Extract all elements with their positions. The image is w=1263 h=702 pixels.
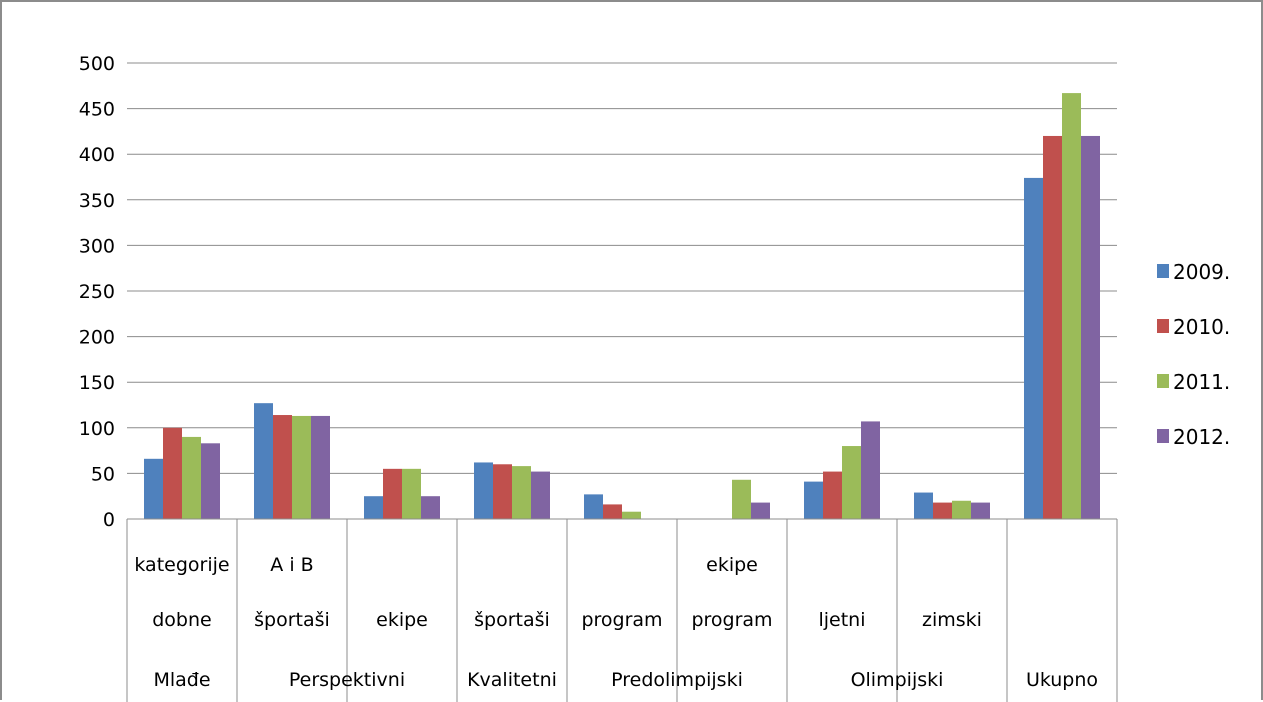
bar-2011-1 [292, 415, 311, 519]
bar-2012-0 [201, 443, 220, 519]
legend-swatch-0 [1157, 264, 1169, 278]
y-tick-label-50: 50 [91, 463, 115, 485]
bar-2012-2 [421, 496, 440, 519]
bar-2012-7 [971, 502, 990, 519]
bar-2011-2 [402, 468, 421, 519]
y-tick-label-100: 100 [79, 418, 115, 440]
bar-2009-1 [254, 403, 273, 519]
y-tick-label-400: 400 [79, 144, 115, 166]
bar-2009-2 [364, 496, 383, 519]
bar-2011-4 [622, 511, 641, 519]
bar-2009-4 [584, 494, 603, 519]
y-tick-label-350: 350 [79, 190, 115, 212]
bar-2010-4 [603, 504, 622, 519]
group-label-5: Ukupno [1026, 669, 1098, 691]
bar-2010-6 [823, 471, 842, 519]
bar-2011-6 [842, 446, 861, 519]
category-label-4: program [581, 609, 662, 631]
category-label-7: zimski [922, 609, 982, 631]
bar-2011-7 [952, 500, 971, 519]
category-label-2: ekipe [376, 609, 428, 631]
y-tick-label-150: 150 [79, 372, 115, 394]
category-label-5: program [691, 609, 772, 631]
bar-2009-0 [144, 458, 163, 519]
bar-2011-0 [182, 436, 201, 519]
bar-2010-1 [273, 415, 292, 519]
bar-2010-8 [1043, 135, 1062, 519]
legend-swatch-3 [1157, 429, 1169, 443]
y-tick-label-200: 200 [79, 327, 115, 349]
bar-2012-8 [1081, 135, 1100, 519]
bar-2011-3 [512, 466, 531, 519]
group-label-4: Olimpijski [851, 669, 944, 691]
bar-2011-8 [1062, 93, 1081, 519]
group-label-0: Mlađe [153, 669, 210, 691]
bar-2009-8 [1024, 177, 1043, 520]
legend: 2009. 2010. 2011. 2012. [1157, 260, 1230, 449]
bar-2012-6 [861, 421, 880, 519]
y-tick-label-300: 300 [79, 235, 115, 257]
bar-2010-2 [383, 468, 402, 519]
gridlines [127, 62, 1117, 474]
y-tick-label-0: 0 [103, 509, 115, 531]
bars [144, 93, 1100, 520]
legend-swatch-2 [1157, 374, 1169, 388]
group-label-3: Predolimpijski [611, 669, 743, 691]
category-label-top-1: A i B [270, 554, 313, 576]
group-label-2: Kvalitetni [467, 669, 557, 691]
x-axis-labels: kategorije dobne A i B športaši ekipe športaš… [134, 554, 1098, 691]
legend-label-0: 2009. [1173, 260, 1230, 284]
category-label-3: športaši [474, 609, 550, 631]
bar-2010-0 [163, 427, 182, 519]
legend-label-2: 2011. [1173, 370, 1230, 394]
bar-2010-3 [493, 464, 512, 519]
bar-2012-5 [751, 502, 770, 519]
category-label-1: športaši [254, 609, 330, 631]
category-label-top-0: kategorije [134, 554, 229, 576]
y-tick-label-500: 500 [79, 53, 115, 75]
bar-2012-1 [311, 415, 330, 519]
legend-swatch-1 [1157, 319, 1169, 333]
axis-lines [126, 518, 1118, 702]
bar-2009-3 [474, 462, 493, 519]
bar-2009-7 [914, 492, 933, 519]
bar-2010-7 [933, 502, 952, 519]
category-label-0: dobne [152, 609, 211, 631]
y-tick-label-450: 450 [79, 99, 115, 121]
group-label-1: Perspektivni [289, 669, 405, 691]
y-axis-ticks: 0 50 100 150 200 250 300 350 400 450 500 [79, 53, 115, 531]
bar-2009-6 [804, 481, 823, 519]
y-tick-label-250: 250 [79, 281, 115, 303]
legend-label-1: 2010. [1173, 315, 1230, 339]
bar-2012-3 [531, 471, 550, 519]
bar-2011-5 [732, 479, 751, 519]
category-label-6: ljetni [818, 609, 865, 631]
legend-label-3: 2012. [1173, 425, 1230, 449]
category-label-top-5: ekipe [706, 554, 758, 576]
